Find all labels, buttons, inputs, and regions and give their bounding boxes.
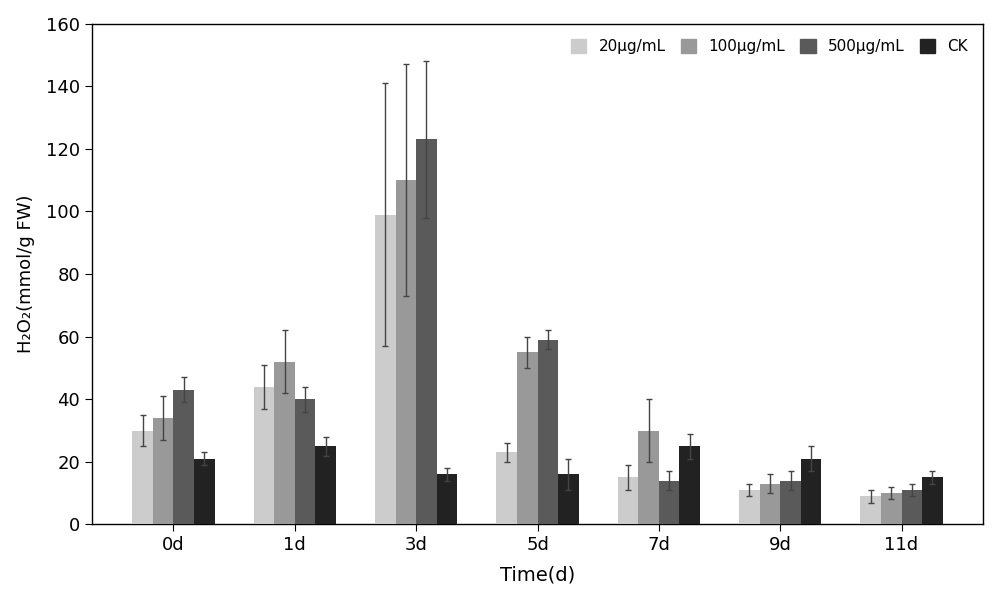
Bar <box>801 459 821 525</box>
Legend: 20μg/mL, 100μg/mL, 500μg/mL, CK: 20μg/mL, 100μg/mL, 500μg/mL, CK <box>563 31 976 62</box>
Bar <box>315 446 336 525</box>
Bar <box>659 481 679 525</box>
Bar <box>538 340 558 525</box>
Bar <box>496 453 517 525</box>
Bar <box>558 474 579 525</box>
Bar <box>274 362 295 525</box>
Bar <box>194 459 215 525</box>
Bar <box>254 386 274 525</box>
X-axis label: Time(d): Time(d) <box>500 566 575 584</box>
Bar <box>295 399 315 525</box>
Y-axis label: H₂O₂(mmol/g FW): H₂O₂(mmol/g FW) <box>17 195 35 353</box>
Bar <box>416 139 437 525</box>
Bar <box>173 390 194 525</box>
Bar <box>679 446 700 525</box>
Bar <box>517 352 538 525</box>
Bar <box>638 430 659 525</box>
Bar <box>760 484 780 525</box>
Bar <box>902 490 922 525</box>
Bar <box>153 418 173 525</box>
Bar <box>375 215 396 525</box>
Bar <box>618 477 638 525</box>
Bar <box>437 474 457 525</box>
Bar <box>922 477 943 525</box>
Bar <box>881 493 902 525</box>
Bar <box>739 490 760 525</box>
Bar <box>396 180 416 525</box>
Bar <box>780 481 801 525</box>
Bar <box>860 496 881 525</box>
Bar <box>132 430 153 525</box>
